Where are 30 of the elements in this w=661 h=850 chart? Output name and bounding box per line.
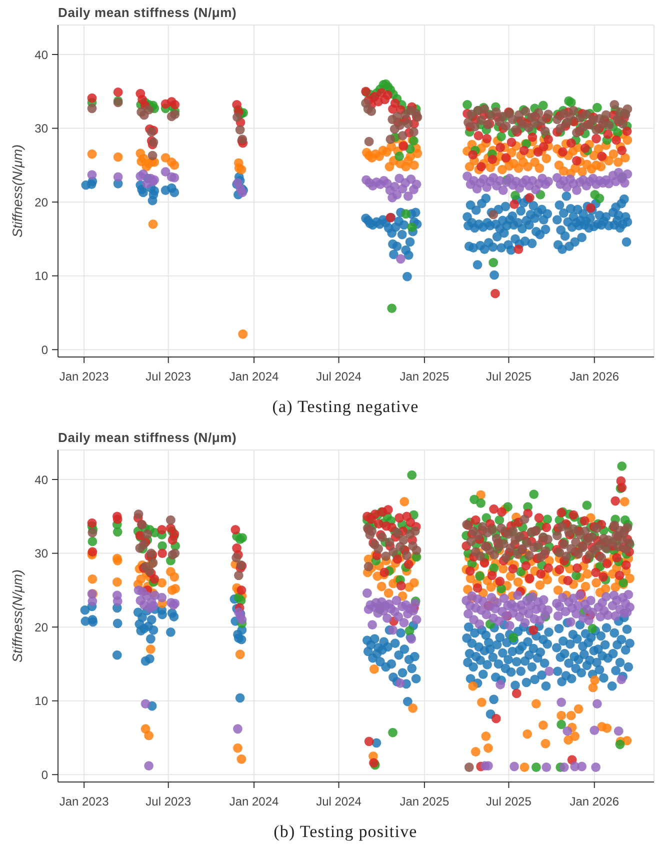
- x-tick-label: Jan 2023: [59, 794, 110, 809]
- y-axis-title: Stiffness(N/μm): [10, 144, 25, 238]
- y-tick-label: 0: [41, 342, 48, 357]
- x-tick-label: Jul 2023: [146, 370, 192, 384]
- chart-title: Daily mean stiffness (N/μm): [58, 430, 237, 446]
- x-tick-label: Jan 2024: [229, 794, 280, 809]
- y-tick-label: 10: [34, 269, 48, 284]
- x-tick-label: Jul 2024: [316, 370, 362, 384]
- y-tick-label: 20: [34, 620, 48, 634]
- y-tick-label: 0: [41, 768, 48, 782]
- y-tick-label: 10: [34, 694, 48, 708]
- y-tick-label: 30: [34, 546, 48, 561]
- y-tick-label: 40: [34, 472, 48, 487]
- x-tick-label: Jul 2023: [146, 794, 192, 809]
- y-tick-label: 40: [34, 48, 48, 62]
- x-tick-label: Jan 2026: [570, 794, 620, 809]
- x-tick-label: Jan 2025: [400, 370, 450, 384]
- chart-title: Daily mean stiffness (N/μm): [58, 5, 237, 21]
- y-axis-title: Stiffness(N/μm): [10, 570, 25, 662]
- text: (b) Testing positive: [272, 821, 418, 843]
- text: (a) Testing negative: [271, 396, 420, 418]
- y-tick-label: 30: [34, 122, 48, 136]
- x-tick-label: Jul 2024: [316, 794, 362, 809]
- x-tick-label: Jan 2024: [229, 370, 280, 384]
- x-tick-label: Jan 2025: [400, 794, 450, 809]
- y-tick-label: 20: [34, 195, 48, 210]
- x-tick-label: Jul 2025: [486, 794, 532, 809]
- x-tick-label: Jan 2026: [570, 370, 620, 384]
- x-tick-label: Jan 2023: [59, 370, 110, 384]
- x-tick-label: Jul 2025: [486, 370, 532, 384]
